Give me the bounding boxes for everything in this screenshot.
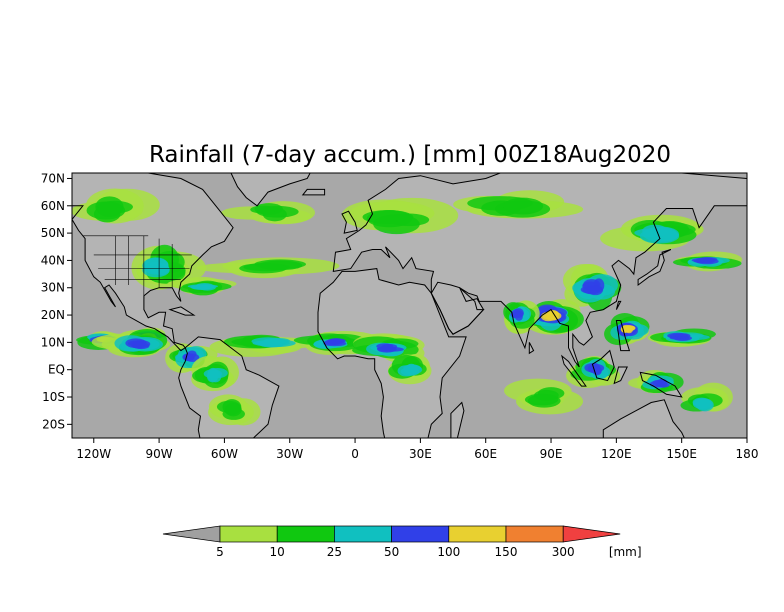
lon-tick-label: 120W — [76, 447, 111, 461]
coastline-sumatra — [561, 354, 587, 387]
colorbar-bin — [276, 525, 335, 543]
colorbar-label: 10 — [270, 545, 285, 559]
land-australia — [603, 399, 685, 438]
land-japan — [638, 249, 671, 285]
lon-tick-label: 60W — [211, 447, 238, 461]
rain-patch — [675, 333, 691, 339]
colorbar-over-arrow — [562, 525, 621, 543]
land-arabia — [431, 282, 484, 335]
colorbar-bin — [505, 525, 564, 543]
lon-tick-label: 90E — [540, 447, 563, 461]
land-greenland — [231, 173, 311, 206]
colorbar-under-arrow — [162, 525, 221, 543]
coastline-iceland — [301, 188, 326, 196]
rain-patch — [239, 263, 287, 274]
colorbar: 5 10 25 50 100 150 300 [mm] — [162, 525, 642, 559]
colorbar-bin — [334, 525, 392, 543]
latitude-axis: 70N 60N 50N 40N 30N 20N 10N EQ 10S 20S — [41, 171, 72, 431]
coastline-borneo — [591, 349, 615, 382]
coastline-greenland — [229, 173, 311, 207]
colorbar-label: 5 — [216, 545, 224, 559]
rain-patch — [207, 368, 228, 379]
colorbar-label: 25 — [327, 545, 342, 559]
colorbar-label: 300 — [552, 545, 575, 559]
coastline-taiwan — [615, 300, 622, 310]
colorbar-label: 150 — [495, 545, 518, 559]
land-cuba — [170, 306, 194, 316]
colorbar-bin — [391, 525, 450, 543]
lon-tick-label: 150E — [666, 447, 697, 461]
land-iceland — [302, 189, 325, 195]
lat-tick-label: 10N — [41, 335, 65, 349]
coastline-madagascar — [450, 401, 465, 438]
lat-tick-label: 20N — [41, 308, 65, 322]
rain-patch — [634, 228, 669, 238]
rain-patch — [503, 197, 544, 215]
coastline-cuba — [168, 306, 196, 316]
lat-tick-label: EQ — [48, 363, 65, 377]
rain-patch — [405, 363, 418, 376]
lon-tick-label: 120E — [601, 447, 632, 461]
rain-patch — [373, 214, 420, 235]
rain-patch — [537, 387, 565, 400]
rain-patch — [698, 257, 718, 262]
rain-patch — [652, 379, 663, 386]
rain-patch — [583, 279, 601, 291]
coastline-great-britain — [341, 210, 358, 234]
lat-tick-label: 10S — [42, 390, 65, 404]
rain-patch — [250, 205, 276, 214]
rain-patch — [252, 340, 290, 347]
longitude-axis: 120W 90W 60W 30W 0 30E 60E 90E 120E 150E 180 — [76, 438, 758, 461]
coastline-south-america — [178, 336, 280, 438]
rain-patch — [514, 312, 523, 321]
colorbar-bin — [219, 525, 278, 543]
lat-tick-label: 60N — [41, 199, 65, 213]
lat-tick-label: 40N — [41, 253, 65, 267]
lat-tick-label: 20S — [42, 417, 65, 431]
lat-tick-label: 70N — [41, 171, 65, 185]
land-madagascar — [450, 402, 464, 438]
lon-tick-label: 30W — [276, 447, 303, 461]
coastline-australia — [602, 399, 685, 438]
rain-patch — [546, 313, 559, 321]
colorbar-bin — [448, 525, 507, 543]
lat-tick-label: 50N — [41, 226, 65, 240]
colorbar-unit-label: [mm] — [609, 545, 642, 559]
rain-patch — [133, 342, 150, 350]
colorbar-label: 50 — [384, 545, 399, 559]
rain-patch — [93, 205, 121, 223]
coastline-new-guinea — [639, 371, 683, 398]
lon-tick-label: 60E — [474, 447, 497, 461]
rain-patch — [152, 262, 170, 276]
lat-tick-label: 30N — [41, 281, 65, 295]
map-title: Rainfall (7-day accum.) [mm] 00Z18Aug202… — [149, 142, 671, 168]
map-panel — [71, 172, 748, 439]
coastline-philippines — [615, 320, 631, 352]
colorbar-label: 100 — [437, 545, 460, 559]
rain-patch — [327, 338, 345, 345]
coastline-north-america — [72, 173, 234, 352]
rain-patch — [625, 325, 636, 332]
lon-tick-label: 0 — [351, 447, 359, 461]
lon-tick-label: 180 — [736, 447, 759, 461]
coastline-japan — [637, 249, 672, 287]
coastline-arabia — [430, 281, 485, 335]
lon-tick-label: 30E — [409, 447, 432, 461]
coastline-sulawesi — [613, 366, 628, 385]
rain-patch — [198, 284, 216, 291]
rain-patch — [692, 398, 712, 410]
lon-tick-label: 90W — [146, 447, 173, 461]
rain-patch — [222, 399, 242, 415]
rain-patch — [377, 345, 397, 353]
coastline-sri-lanka — [528, 342, 535, 355]
map-frame — [71, 172, 748, 439]
coastline-layer — [72, 173, 747, 438]
coastline-africa — [317, 268, 467, 438]
